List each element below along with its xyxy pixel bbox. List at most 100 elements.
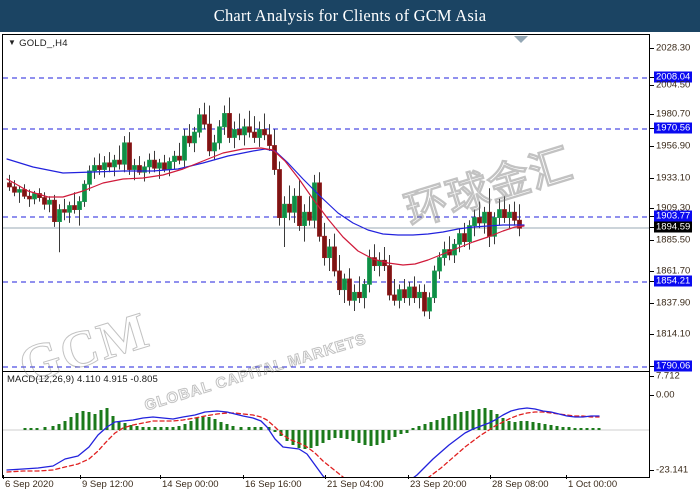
price-scale-tick [650,216,654,217]
price-pane[interactable]: ▼ GOLD_,H4 [3,35,649,371]
ma-slow-line [6,148,525,236]
price-scale-tick [650,208,654,209]
candle-65 [332,233,337,277]
macd-main-line [6,407,600,477]
macd-histogram-bar-55 [363,430,367,445]
macd-histogram-bar-51 [339,430,343,438]
price-scale-label: 1814.10 [656,328,691,340]
time-axis-label: 23 Sep 20:00 [410,479,467,490]
candle-60 [307,196,312,226]
macd-histogram-bar-7 [69,417,73,430]
ma-fast-line [6,147,525,266]
macd-histogram-bar-77 [495,414,499,430]
macd-histogram-bar-2 [35,428,39,430]
macd-histogram-bar-58 [381,430,385,443]
macd-histogram-bar-27 [189,421,193,430]
macd-histogram-bar-60 [393,430,397,437]
macd-pane[interactable]: MACD(12,26,9) 4.110 4.915 -0.805 [3,372,649,477]
candle-36 [187,124,192,147]
price-scale-label: 1980.70 [656,108,691,120]
candle-16 [87,165,92,191]
macd-scale-label: 7.712 [656,370,680,382]
candle-24 [127,132,132,175]
price-level-label-highlight[interactable]: 1970.56 [654,122,693,134]
macd-histogram-bar-56 [369,430,373,446]
chart-container[interactable]: ▼ GOLD_,H4 MACD(12,26,9) 4.110 4.915 -0.8… [2,34,650,478]
macd-histogram-bar-35 [239,427,243,430]
candle-84 [427,292,432,320]
candle-45 [232,121,237,149]
macd-histogram-bar-67 [435,420,439,430]
macd-histogram-bar-48 [321,430,325,443]
candle-8 [47,196,52,213]
macd-scale-label: 0.00 [656,389,675,401]
symbol-timeframe-label[interactable]: ▼ GOLD_,H4 [8,38,68,49]
price-level-label-highlight[interactable]: 1854.21 [654,275,693,287]
price-scale-tick [650,240,654,241]
candle-96 [487,188,492,247]
candle-82 [417,284,422,309]
macd-histogram-bar-13 [105,408,109,430]
macd-histogram-bar-87 [555,426,559,430]
macd-histogram-bar-64 [417,426,421,430]
macd-histogram-bar-85 [543,424,547,430]
price-scale-label: 1933.10 [656,172,691,184]
macd-histogram-bar-82 [525,421,529,430]
candle-85 [432,265,437,304]
candle-0 [7,174,12,191]
macd-histogram-bar-66 [429,422,433,430]
price-scale[interactable]: 2028.30 2008.04 2004.50 1980.70 1970.56 1956.… [650,34,700,478]
macd-histogram-bar-84 [537,423,541,430]
price-level-label-highlight[interactable]: 1903.77 [654,210,693,222]
candle-55 [282,196,287,247]
price-level-label-highlight[interactable]: 1790.06 [654,360,693,372]
candle-28 [147,153,152,174]
time-axis-tick [408,475,409,479]
candle-26 [137,156,142,175]
time-axis-tick [243,475,244,479]
macd-histogram-bar-17 [129,425,133,430]
macd-histogram-bar-83 [531,422,535,430]
macd-histogram-bar-3 [43,427,47,430]
candle-54 [277,161,282,226]
chevron-down-icon[interactable]: ▼ [8,38,17,47]
candle-100 [507,204,512,229]
candle-101 [512,201,517,226]
time-axis-label: 21 Sep 04:00 [327,479,384,490]
candle-14 [77,196,82,226]
macd-histogram-bar-22 [159,427,163,430]
macd-histogram-bar-93 [591,428,595,430]
candle-33 [172,150,177,170]
macd-histogram-bar-12 [99,410,103,430]
price-scale-label: 2028.30 [656,42,691,54]
candle-90 [457,228,462,253]
candle-73 [372,244,377,271]
candle-86 [437,252,442,279]
candle-68 [347,268,352,306]
macd-chart-canvas [3,407,649,477]
price-scale-tick [650,281,654,282]
time-axis-tick [566,475,567,479]
candle-2 [17,185,22,203]
bid-price-label[interactable]: 1894.59 [654,221,693,233]
candle-78 [397,284,402,309]
macd-histogram-bar-68 [441,418,445,430]
macd-histogram-bar-16 [123,423,127,430]
macd-scale-label: -23.141 [656,464,689,476]
macd-histogram-bar-91 [579,428,583,430]
candle-17 [92,157,97,179]
macd-histogram-bar-21 [153,427,157,430]
macd-histogram-bar-73 [471,410,475,430]
macd-histogram-bar-18 [135,426,139,430]
candle-95 [482,206,487,234]
macd-histogram-bar-0 [23,428,27,430]
time-axis-tick [3,475,4,479]
macd-histogram-bar-10 [87,412,91,430]
price-level-label-highlight[interactable]: 2008.04 [654,71,693,83]
macd-histogram-bar-28 [195,418,199,430]
candle-66 [337,254,342,296]
macd-histogram-bar-78 [501,418,505,430]
candle-70 [357,276,362,304]
candle-79 [402,278,407,304]
price-scale-tick [650,178,654,179]
